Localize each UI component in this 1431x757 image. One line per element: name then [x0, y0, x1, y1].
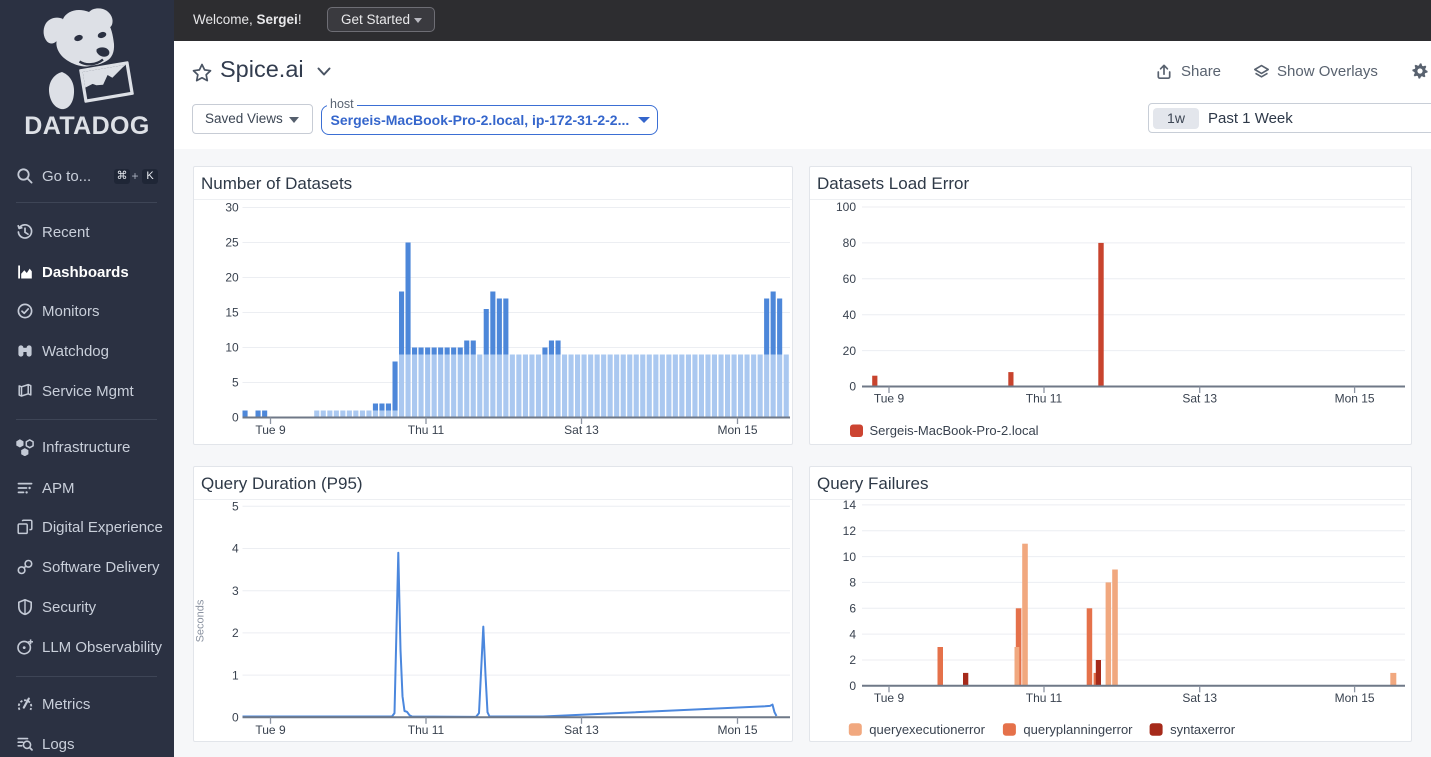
svg-text:Sat 13: Sat 13 [564, 723, 599, 737]
svg-text:Tue 9: Tue 9 [255, 423, 286, 437]
svg-text:Mon 15: Mon 15 [717, 723, 757, 737]
svg-text:30: 30 [225, 201, 239, 215]
svg-text:Sat 13: Sat 13 [564, 423, 599, 437]
svg-text:Seconds: Seconds [195, 599, 207, 642]
svg-text:25: 25 [225, 236, 239, 250]
svg-text:2: 2 [849, 653, 856, 667]
svg-text:Tue 9: Tue 9 [255, 723, 286, 737]
svg-text:5: 5 [232, 376, 239, 390]
svg-text:Sergeis-MacBook-Pro-2.local: Sergeis-MacBook-Pro-2.local [870, 423, 1039, 438]
svg-text:20: 20 [843, 344, 857, 358]
svg-text:100: 100 [836, 200, 856, 214]
svg-text:60: 60 [843, 272, 857, 286]
svg-text:4: 4 [232, 542, 239, 556]
svg-text:3: 3 [232, 584, 239, 598]
svg-text:Thu 11: Thu 11 [1026, 392, 1063, 406]
svg-text:40: 40 [843, 308, 857, 322]
svg-text:Tue 9: Tue 9 [874, 392, 905, 406]
svg-text:10: 10 [225, 341, 239, 355]
svg-text:Sat 13: Sat 13 [1182, 392, 1217, 406]
svg-text:queryexecutionerror: queryexecutionerror [869, 722, 985, 737]
svg-text:Tue 9: Tue 9 [874, 691, 905, 705]
svg-text:1: 1 [232, 668, 239, 682]
svg-text:Mon 15: Mon 15 [1335, 392, 1375, 406]
svg-text:20: 20 [225, 271, 239, 285]
svg-text:0: 0 [849, 679, 856, 693]
svg-text:Mon 15: Mon 15 [717, 423, 757, 437]
svg-text:Sat 13: Sat 13 [1182, 691, 1217, 705]
svg-text:4: 4 [849, 627, 856, 641]
svg-text:0: 0 [232, 711, 239, 725]
svg-text:8: 8 [849, 576, 856, 590]
svg-text:Mon 15: Mon 15 [1335, 691, 1375, 705]
svg-text:queryplanningerror: queryplanningerror [1023, 722, 1133, 737]
svg-text:14: 14 [843, 500, 857, 512]
svg-text:2: 2 [232, 626, 239, 640]
svg-text:0: 0 [849, 380, 856, 394]
svg-text:syntaxerror: syntaxerror [1170, 722, 1236, 737]
svg-text:Thu 11: Thu 11 [408, 723, 445, 737]
svg-text:15: 15 [225, 306, 239, 320]
svg-text:5: 5 [232, 500, 239, 514]
svg-text:0: 0 [232, 411, 239, 425]
svg-text:6: 6 [849, 602, 856, 616]
svg-text:Thu 11: Thu 11 [1026, 691, 1063, 705]
svg-text:12: 12 [843, 524, 857, 538]
svg-text:80: 80 [843, 236, 857, 250]
svg-text:10: 10 [843, 550, 857, 564]
svg-text:Thu 11: Thu 11 [408, 423, 445, 437]
